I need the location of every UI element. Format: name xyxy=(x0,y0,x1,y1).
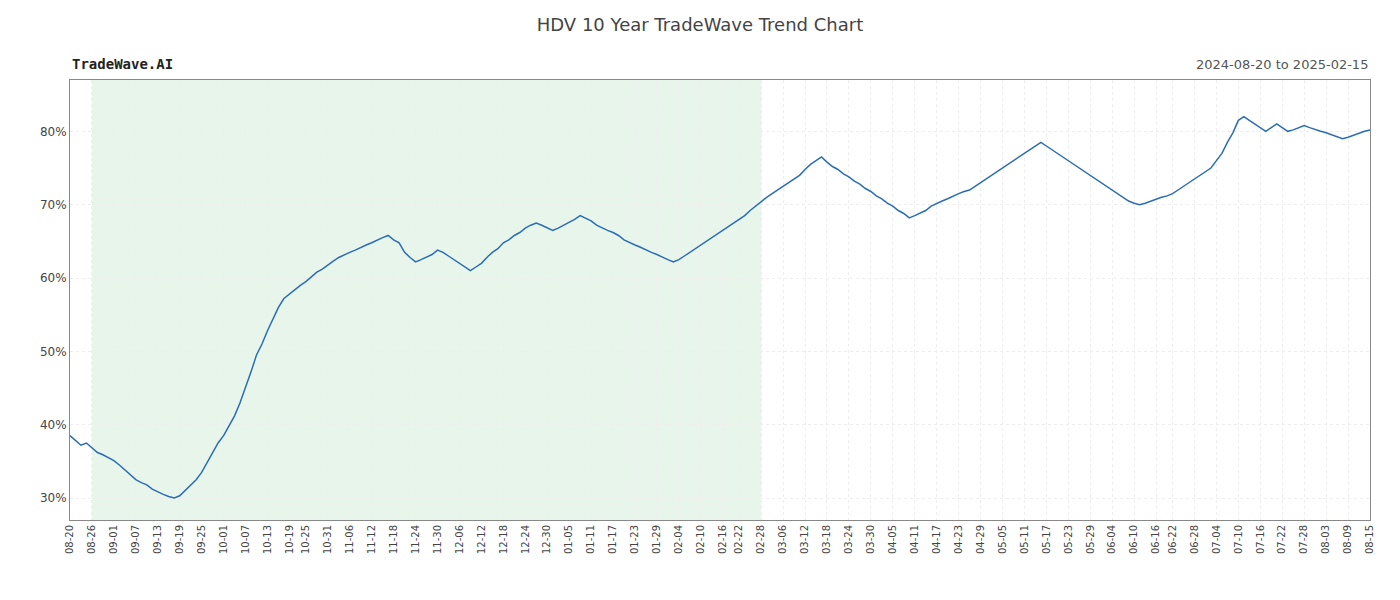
svg-text:10-25: 10-25 xyxy=(300,525,311,554)
svg-text:40%: 40% xyxy=(40,418,67,432)
svg-text:12-12: 12-12 xyxy=(476,525,487,554)
svg-text:12-06: 12-06 xyxy=(454,525,465,554)
svg-text:07-16: 07-16 xyxy=(1255,525,1266,554)
svg-text:08-26: 08-26 xyxy=(86,525,97,554)
svg-text:07-22: 07-22 xyxy=(1276,525,1287,554)
svg-text:02-16: 02-16 xyxy=(717,525,728,554)
svg-text:01-29: 01-29 xyxy=(651,525,662,554)
svg-text:06-28: 06-28 xyxy=(1189,525,1200,554)
svg-text:06-04: 06-04 xyxy=(1106,525,1117,554)
svg-text:02-04: 02-04 xyxy=(673,525,684,554)
svg-text:02-28: 02-28 xyxy=(755,525,766,554)
svg-text:09-07: 09-07 xyxy=(130,525,141,554)
svg-text:11-12: 11-12 xyxy=(366,525,377,554)
svg-text:01-11: 01-11 xyxy=(585,525,596,554)
svg-text:01-17: 01-17 xyxy=(607,525,618,554)
svg-text:10-07: 10-07 xyxy=(240,525,251,554)
svg-text:08-15: 08-15 xyxy=(1364,525,1375,554)
svg-text:08-03: 08-03 xyxy=(1320,525,1331,554)
svg-text:09-25: 09-25 xyxy=(196,525,207,554)
svg-text:03-24: 03-24 xyxy=(843,525,854,554)
svg-text:05-29: 05-29 xyxy=(1085,525,1096,554)
svg-text:09-19: 09-19 xyxy=(174,525,185,554)
svg-text:12-30: 12-30 xyxy=(541,525,552,554)
svg-text:06-22: 06-22 xyxy=(1167,525,1178,554)
svg-text:11-06: 11-06 xyxy=(344,525,355,554)
svg-text:08-09: 08-09 xyxy=(1342,525,1353,554)
svg-text:11-30: 11-30 xyxy=(432,525,443,554)
svg-text:10-13: 10-13 xyxy=(262,525,273,554)
svg-text:04-23: 04-23 xyxy=(953,525,964,554)
svg-text:TradeWave.AI: TradeWave.AI xyxy=(72,56,173,72)
svg-text:03-12: 03-12 xyxy=(799,525,810,554)
svg-text:02-22: 02-22 xyxy=(733,525,744,554)
svg-text:10-31: 10-31 xyxy=(322,525,333,554)
svg-text:30%: 30% xyxy=(40,491,67,505)
svg-text:60%: 60% xyxy=(40,271,67,285)
svg-text:06-16: 06-16 xyxy=(1150,525,1161,554)
svg-text:01-05: 01-05 xyxy=(563,525,574,554)
svg-text:02-10: 02-10 xyxy=(695,525,706,554)
svg-text:04-11: 04-11 xyxy=(909,525,920,554)
svg-text:70%: 70% xyxy=(40,198,67,212)
svg-text:07-04: 07-04 xyxy=(1211,525,1222,554)
svg-text:09-13: 09-13 xyxy=(152,525,163,554)
svg-text:12-18: 12-18 xyxy=(498,525,509,554)
svg-text:10-19: 10-19 xyxy=(284,525,295,554)
svg-text:03-30: 03-30 xyxy=(865,525,876,554)
svg-text:03-06: 03-06 xyxy=(777,525,788,554)
svg-text:50%: 50% xyxy=(40,345,67,359)
svg-text:12-24: 12-24 xyxy=(520,525,531,554)
svg-text:01-23: 01-23 xyxy=(629,525,640,554)
svg-text:04-05: 04-05 xyxy=(887,525,898,554)
svg-text:05-11: 05-11 xyxy=(1019,525,1030,554)
svg-text:80%: 80% xyxy=(40,125,67,139)
svg-text:10-01: 10-01 xyxy=(218,525,229,554)
svg-text:03-18: 03-18 xyxy=(821,525,832,554)
svg-text:06-10: 06-10 xyxy=(1128,525,1139,554)
svg-text:08-20: 08-20 xyxy=(64,525,75,554)
svg-text:05-17: 05-17 xyxy=(1041,525,1052,554)
svg-text:04-17: 04-17 xyxy=(931,525,942,554)
svg-text:05-23: 05-23 xyxy=(1063,525,1074,554)
svg-text:07-28: 07-28 xyxy=(1298,525,1309,554)
svg-text:04-29: 04-29 xyxy=(975,525,986,554)
svg-text:HDV 10 Year TradeWave Trend Ch: HDV 10 Year TradeWave Trend Chart xyxy=(537,14,863,35)
svg-text:11-18: 11-18 xyxy=(388,525,399,554)
svg-text:2024-08-20 to 2025-02-15: 2024-08-20 to 2025-02-15 xyxy=(1196,57,1368,72)
svg-text:05-05: 05-05 xyxy=(997,525,1008,554)
svg-text:09-01: 09-01 xyxy=(108,525,119,554)
svg-text:07-10: 07-10 xyxy=(1233,525,1244,554)
svg-text:11-24: 11-24 xyxy=(410,525,421,554)
